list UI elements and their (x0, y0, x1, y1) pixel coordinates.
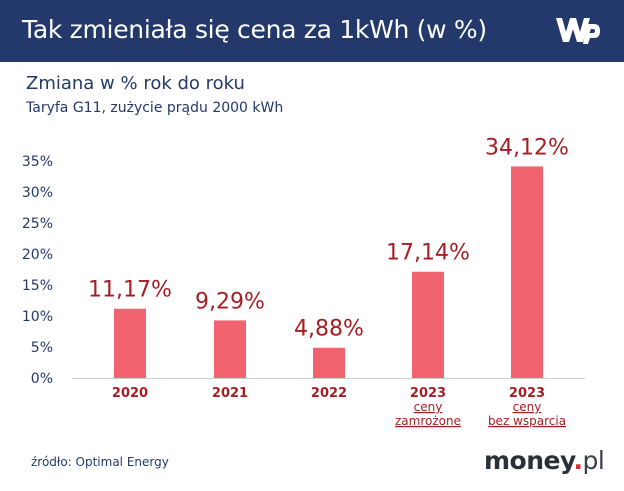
x-tick-label: ceny (414, 400, 443, 414)
brand-tld: pl (582, 446, 605, 475)
y-tick-label: 10% (22, 309, 53, 325)
y-tick-label: 30% (22, 185, 53, 201)
data-label: 4,88% (294, 317, 364, 342)
source-note: źródło: Optimal Energy (31, 455, 169, 469)
x-tick-label: 2023 (509, 386, 545, 401)
x-tick-label: zamrożone (395, 414, 461, 428)
y-tick-label: 15% (22, 278, 53, 294)
bar (114, 308, 146, 378)
y-tick-label: 20% (22, 247, 53, 263)
y-tick-label: 5% (31, 340, 53, 356)
x-tick-label: ceny (513, 400, 542, 414)
y-tick-label: 0% (31, 371, 53, 387)
data-label: 9,29% (195, 289, 265, 314)
bar (313, 347, 345, 378)
x-tick-label: bez wsparcia (488, 414, 566, 428)
brand-dot: . (573, 446, 583, 475)
brand-main: money (484, 446, 574, 475)
x-tick-label: 2020 (112, 386, 148, 401)
y-tick-label: 35% (22, 154, 53, 170)
chart-description: Taryfa G11, zużycie prądu 2000 kWh (26, 100, 284, 116)
x-tick-label: 2022 (311, 386, 347, 401)
x-tick-label: 2023 (410, 386, 446, 401)
x-tick-label: 2021 (212, 386, 248, 401)
page-title: Tak zmieniała się cena za 1kWh (w %) (22, 15, 487, 44)
bar (412, 271, 444, 378)
data-label: 17,14% (386, 241, 470, 266)
header-bar: Tak zmieniała się cena za 1kWh (w %) (0, 0, 624, 62)
data-label: 34,12% (485, 135, 569, 160)
bar (214, 320, 246, 378)
wp-logo-icon (556, 18, 600, 44)
y-tick-label: 25% (22, 216, 53, 232)
money-pl-logo: money.pl (484, 446, 605, 475)
data-label: 11,17% (88, 278, 172, 303)
chart-subtitle: Zmiana w % rok do roku (26, 73, 245, 94)
bar (511, 166, 543, 378)
